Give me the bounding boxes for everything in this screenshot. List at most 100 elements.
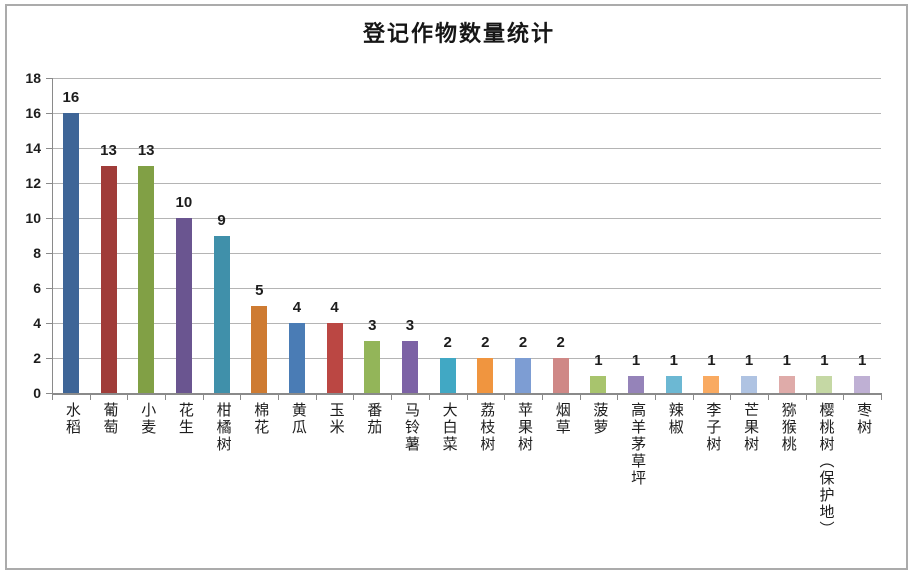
y-axis-label: 6 — [33, 280, 41, 296]
bar — [778, 375, 795, 393]
bar — [816, 375, 833, 393]
x-axis-line — [52, 393, 882, 395]
x-axis-category-label: 小麦 — [139, 402, 157, 436]
x-axis-category-label: 黄瓜 — [289, 402, 307, 436]
x-axis-category-label: 菠萝 — [591, 402, 609, 436]
bar-value-label: 1 — [594, 351, 603, 369]
x-tick — [805, 393, 807, 400]
chart-title: 登记作物数量统计 — [362, 21, 555, 46]
y-axis-label: 4 — [33, 315, 41, 331]
bar-value-label: 16 — [62, 89, 80, 106]
bar-value-label: 2 — [518, 334, 528, 351]
x-axis-category-label: 荔枝树 — [478, 402, 496, 453]
bar-value-label: 1 — [782, 351, 791, 369]
x-axis-category-label: 辣椒 — [666, 402, 684, 436]
gridline — [52, 253, 881, 254]
bar — [854, 375, 871, 393]
gridline — [52, 358, 881, 359]
bar — [477, 358, 494, 393]
x-axis-category-label: 烟草 — [553, 402, 571, 436]
gridline — [52, 288, 881, 289]
bar — [552, 358, 569, 393]
gridline — [52, 113, 881, 114]
y-axis-label: 0 — [33, 385, 41, 401]
x-tick — [881, 393, 882, 400]
bar — [439, 358, 456, 393]
x-tick — [767, 393, 769, 400]
y-axis-label: 2 — [33, 350, 41, 366]
bar-value-label: 4 — [292, 299, 302, 316]
x-tick — [504, 393, 506, 400]
x-tick — [127, 393, 129, 400]
bar — [703, 375, 720, 393]
y-tick — [46, 393, 52, 394]
x-axis-category-label: 番茄 — [365, 402, 383, 436]
bar — [628, 375, 645, 393]
bar-value-label: 3 — [405, 316, 415, 334]
bar-value-label: 1 — [857, 351, 867, 369]
bar-value-label: 4 — [330, 299, 339, 316]
x-axis-category-label: 樱桃树（保护地） — [817, 402, 835, 538]
bar-value-label: 1 — [820, 351, 829, 369]
bar-value-label: 3 — [368, 316, 377, 334]
x-axis-category-label: 玉米 — [327, 402, 345, 436]
x-axis-category-label: 柑橘树 — [214, 402, 232, 453]
x-axis-category-label: 花生 — [176, 402, 194, 436]
x-tick — [730, 393, 732, 400]
gridline — [52, 323, 881, 324]
x-tick — [202, 393, 204, 400]
x-axis-category-label: 苹果树 — [516, 402, 534, 453]
bar-value-label: 2 — [481, 334, 490, 351]
y-axis-label: 16 — [25, 105, 41, 121]
bar — [213, 235, 230, 393]
bar-value-label: 13 — [100, 141, 117, 159]
bar-value-label: 1 — [631, 351, 641, 369]
y-tick — [46, 323, 52, 324]
bar-value-label: 1 — [744, 351, 754, 369]
y-tick — [46, 183, 52, 184]
x-axis-category-label: 马铃薯 — [402, 402, 420, 453]
y-tick — [46, 288, 52, 289]
x-tick — [541, 393, 543, 400]
bar — [401, 340, 418, 393]
y-tick — [46, 78, 52, 79]
y-tick — [46, 148, 52, 149]
x-tick — [692, 393, 694, 400]
bar — [175, 218, 192, 393]
x-tick — [52, 393, 53, 400]
y-tick — [46, 358, 52, 359]
y-axis-line — [52, 78, 53, 393]
bar — [288, 323, 305, 393]
x-axis-category-label: 李子树 — [704, 402, 722, 453]
gridline — [52, 148, 881, 149]
bar-value-label: 1 — [707, 351, 716, 369]
x-tick — [391, 393, 393, 400]
x-axis-category-label: 芒果树 — [742, 402, 760, 453]
bar — [100, 165, 117, 393]
y-tick — [46, 113, 52, 114]
y-axis-label: 18 — [25, 70, 41, 86]
x-tick — [315, 393, 317, 400]
x-tick — [428, 393, 430, 400]
bar-value-label: 1 — [669, 351, 678, 369]
bar — [741, 375, 758, 393]
bar-value-label: 13 — [137, 141, 155, 159]
y-tick — [46, 253, 52, 254]
bar — [138, 165, 155, 393]
x-axis-category-label: 高羊茅草坪 — [629, 402, 647, 487]
y-tick — [46, 218, 52, 219]
x-tick — [843, 393, 845, 400]
x-axis-category-label: 葡萄 — [101, 402, 119, 436]
x-tick — [466, 393, 468, 400]
x-tick — [89, 393, 91, 400]
x-tick — [240, 393, 242, 400]
bar-value-label: 2 — [443, 334, 452, 351]
bar — [364, 340, 381, 393]
x-axis-category-label: 水稻 — [63, 402, 81, 436]
y-axis-label: 10 — [25, 210, 41, 226]
bar-value-label: 5 — [255, 281, 264, 299]
bar-value-label: 2 — [556, 334, 565, 351]
y-axis-label: 8 — [33, 245, 41, 261]
bar-value-label: 10 — [175, 194, 193, 211]
